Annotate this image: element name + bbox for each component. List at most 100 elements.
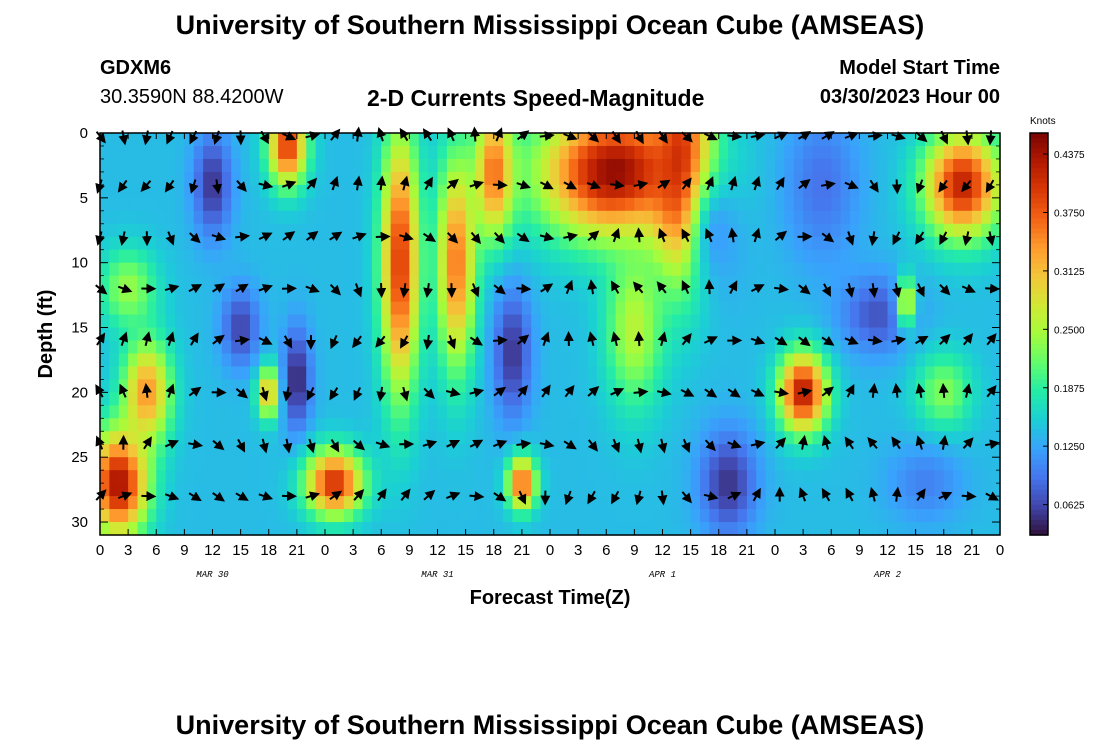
heatmap-cell — [606, 379, 617, 393]
heatmap-cell — [915, 171, 926, 186]
heatmap-cell — [175, 327, 185, 342]
heatmap-cell — [156, 275, 167, 290]
heatmap-cell — [371, 444, 382, 458]
heatmap-cell — [587, 392, 598, 406]
heatmap-cell — [934, 314, 945, 329]
heatmap-cell — [268, 470, 279, 484]
heatmap-cell — [662, 158, 673, 173]
current-vector — [844, 335, 859, 345]
heatmap-cell — [400, 366, 410, 380]
heatmap-cell — [615, 197, 626, 212]
heatmap-cell — [962, 275, 973, 290]
heatmap-cell — [596, 262, 607, 277]
heatmap-cell — [465, 522, 476, 536]
heatmap-cell — [718, 470, 729, 484]
heatmap-cell — [203, 379, 214, 393]
heatmap-cell — [531, 158, 542, 173]
heatmap-cell — [700, 444, 710, 458]
current-vector — [282, 335, 293, 349]
heatmap-cell — [221, 327, 232, 342]
heatmap-cell — [896, 457, 907, 471]
heatmap-cell — [953, 249, 964, 264]
heatmap-cell — [278, 262, 289, 277]
heatmap-cell — [615, 522, 626, 536]
heatmap-cell — [981, 444, 992, 458]
heatmap-cell — [925, 379, 935, 393]
heatmap-cell — [165, 496, 176, 510]
heatmap-cell — [981, 457, 992, 471]
heatmap-cell — [793, 444, 804, 458]
heatmap-cell — [615, 353, 626, 368]
heatmap-cell — [390, 353, 401, 368]
current-vector — [610, 280, 621, 294]
heatmap-cell — [953, 288, 964, 303]
heatmap-cell — [296, 496, 307, 510]
heatmap-cell — [325, 236, 335, 251]
heatmap-cell — [737, 353, 748, 368]
heatmap-cell — [606, 236, 617, 251]
heatmap-cell — [878, 483, 889, 497]
heatmap-cell — [343, 327, 354, 342]
heatmap-cell — [437, 184, 448, 199]
heatmap-cell — [390, 522, 401, 536]
heatmap-cell — [728, 236, 739, 251]
y-tick-label: 0 — [80, 125, 88, 142]
heatmap-cell — [596, 158, 607, 173]
heatmap-cell — [156, 262, 167, 277]
heatmap-cell — [559, 353, 570, 368]
heatmap-cell — [531, 301, 542, 316]
current-vector — [516, 232, 530, 243]
heatmap-cell — [793, 522, 804, 536]
heatmap-cell — [775, 470, 785, 484]
heatmap-cell — [437, 158, 448, 173]
heatmap-cell — [625, 275, 635, 290]
heatmap-cell — [128, 288, 139, 303]
heatmap-cell — [381, 431, 392, 445]
heatmap-cell — [165, 418, 176, 432]
heatmap-cell — [765, 379, 776, 393]
heatmap-cell — [578, 366, 589, 380]
colorbar-segment — [1030, 253, 1048, 260]
heatmap-cell — [128, 223, 139, 238]
heatmap-cell — [568, 210, 579, 225]
heatmap-cell — [109, 522, 120, 536]
current-vector — [750, 131, 766, 142]
heatmap-cell — [868, 262, 879, 277]
heatmap-cell — [287, 249, 298, 264]
heatmap-cell — [362, 197, 373, 212]
current-vector — [681, 228, 691, 243]
x-tick-label: 9 — [630, 542, 638, 559]
heatmap-cell — [840, 379, 851, 393]
heatmap-cell — [521, 392, 532, 406]
heatmap-cell — [100, 249, 110, 264]
heatmap-cell — [662, 171, 673, 186]
heatmap-cell — [784, 366, 795, 380]
heatmap-cell — [409, 158, 420, 173]
heatmap-cell — [671, 171, 682, 186]
heatmap-cell — [925, 133, 935, 147]
heatmap-cell — [671, 509, 682, 523]
heatmap-cell — [906, 483, 917, 497]
heatmap-cell — [568, 340, 579, 355]
heatmap-cell — [906, 288, 917, 303]
heatmap-cell — [765, 366, 776, 380]
heatmap-cell — [840, 236, 851, 251]
heatmap-cell — [503, 392, 514, 406]
heatmap-cell — [953, 405, 964, 419]
heatmap-cell — [625, 171, 635, 186]
heatmap-cell — [568, 444, 579, 458]
heatmap-cell — [512, 457, 523, 471]
heatmap-cell — [240, 353, 251, 368]
heatmap-cell — [990, 249, 1001, 264]
current-vector — [211, 231, 227, 242]
heatmap-cell — [512, 470, 523, 484]
heatmap-cell — [118, 522, 129, 536]
heatmap-cell — [962, 171, 973, 186]
heatmap-cell — [700, 236, 710, 251]
heatmap-cell — [137, 509, 148, 523]
heatmap-cell — [165, 197, 176, 212]
current-vector — [681, 491, 692, 504]
heatmap-cell — [409, 379, 420, 393]
heatmap-cell — [362, 314, 373, 329]
heatmap-cell — [962, 353, 973, 368]
